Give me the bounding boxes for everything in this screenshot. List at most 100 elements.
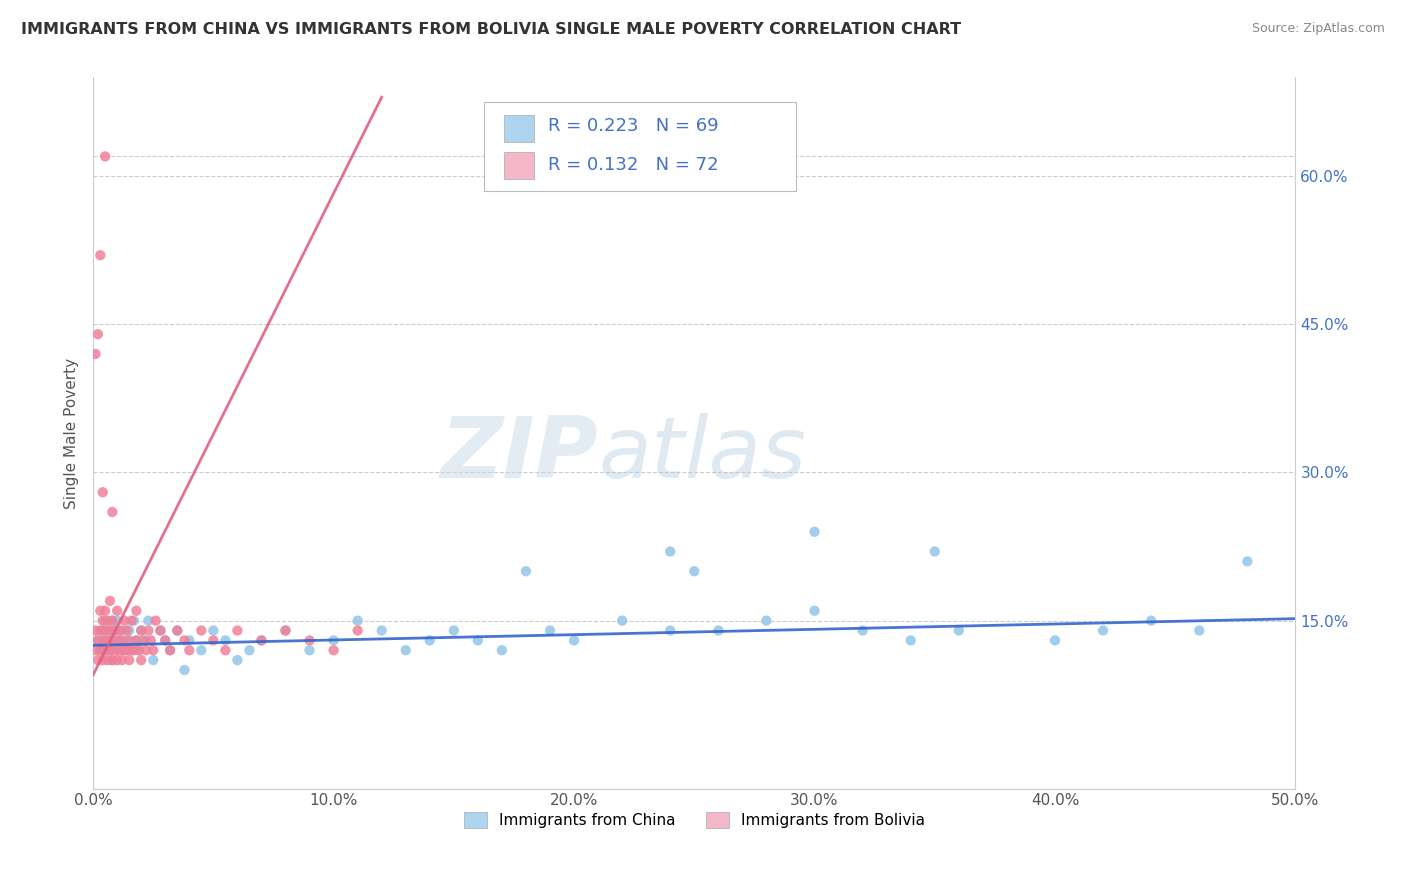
Point [104,633,127,648]
Point [683,564,706,578]
Point [129,624,152,638]
Point [125,633,148,648]
Point [190,624,212,638]
Point [108,643,131,657]
Point [274,624,297,638]
Text: atlas: atlas [598,413,806,496]
Point [98,594,121,608]
Point [91,614,114,628]
Point [122,614,145,628]
Point [101,633,124,648]
Point [91,653,114,667]
Point [87,653,110,667]
Text: Source: ZipAtlas.com: Source: ZipAtlas.com [1251,22,1385,36]
Point [803,604,825,618]
Point [94,149,117,163]
Point [128,643,150,657]
Point [101,614,124,628]
Point [149,624,172,638]
Point [1236,554,1258,568]
Point [101,614,124,628]
Point [538,624,561,638]
Point [101,505,124,519]
Point [900,633,922,648]
Point [155,633,177,648]
Point [173,663,195,677]
Point [111,633,134,648]
Point [322,643,344,657]
Point [155,633,177,648]
Point [298,643,321,657]
Point [139,633,162,648]
Point [121,614,143,628]
Point [179,633,201,648]
Point [138,614,160,628]
Point [395,643,418,657]
Point [250,633,273,648]
Point [145,614,167,628]
Point [98,643,121,657]
Point [91,633,114,648]
Point [121,643,143,657]
Point [105,643,128,657]
Point [111,624,134,638]
Point [98,624,121,638]
Point [238,643,260,657]
Point [104,643,127,657]
Point [419,633,441,648]
Point [515,564,537,578]
Point [142,653,165,667]
Text: R = 0.223   N = 69: R = 0.223 N = 69 [547,118,718,136]
Point [346,614,368,628]
Point [96,643,118,657]
Point [115,624,138,638]
Point [370,624,392,638]
Point [108,633,131,648]
Point [924,544,946,558]
Point [112,614,135,628]
Point [94,643,117,657]
Point [115,633,138,648]
Point [562,633,585,648]
Point [108,624,131,638]
Point [84,624,107,638]
Point [135,643,157,657]
Point [94,604,117,618]
Point [112,643,135,657]
Point [322,633,344,648]
Point [443,624,465,638]
Point [129,624,152,638]
Point [96,633,118,648]
Point [659,624,682,638]
Point [190,643,212,657]
Point [125,604,148,618]
Point [852,624,875,638]
Point [214,643,236,657]
Legend: Immigrants from China, Immigrants from Bolivia: Immigrants from China, Immigrants from B… [457,806,931,834]
Point [105,614,128,628]
Point [129,653,152,667]
Point [659,544,682,558]
Point [1092,624,1115,638]
Point [118,653,141,667]
Point [250,633,273,648]
Point [122,643,145,657]
Point [96,653,118,667]
Text: ZIP: ZIP [440,413,598,496]
Point [274,624,297,638]
Point [226,653,249,667]
Point [755,614,778,628]
Point [87,633,110,648]
Point [132,633,155,648]
Point [138,624,160,638]
Point [105,604,128,618]
FancyBboxPatch shape [505,115,534,142]
Point [84,347,107,361]
Point [87,327,110,342]
Point [96,614,118,628]
Point [1043,633,1066,648]
Point [135,633,157,648]
Point [89,248,111,262]
Point [610,614,633,628]
Point [491,643,513,657]
